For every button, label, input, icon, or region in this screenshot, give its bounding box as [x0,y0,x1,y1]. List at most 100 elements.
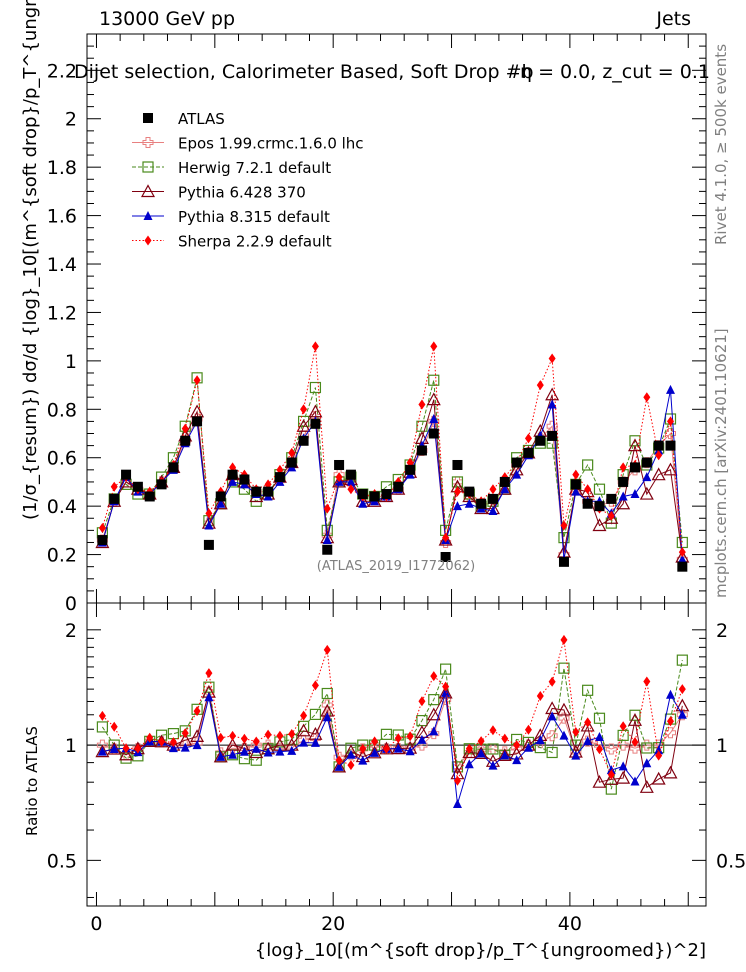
ratio-point-pythia-8315 [642,758,652,768]
ratio-point-pythia-8315 [417,734,427,744]
point-pythia-8315 [464,498,474,508]
point-atlas [239,474,250,485]
ratio-point-epos-199crmc160 [617,739,629,751]
ratio-point-pythia-8315 [571,750,581,760]
ratio-marks [95,634,690,808]
axis-ticks [87,34,706,906]
ratio-point-sherpa-229 [205,668,213,679]
y-tick-label: 0 [65,593,77,615]
legend-entry: Sherpa 2.2.9 default [178,233,332,251]
ratio-point-pythia-6428 [497,748,512,761]
ratio-point-pythia-8315 [346,749,356,759]
ratio-line-sherpa-229 [102,639,683,781]
point-pythia-6428 [639,486,654,500]
data-marks [95,341,690,572]
point-pythia-8315 [429,413,439,423]
legend: ATLAS Epos 1.99.crmc.1.6.0 lhc Herwig 7.2.… [132,110,364,251]
point-pythia-6428 [627,438,642,452]
x-tick-label: 20 [321,913,345,935]
ratio-point-pythia-6428 [391,741,406,755]
ratio-point-epos-199crmc160 [582,735,594,747]
ratio-point-pythia-6428 [651,771,666,785]
mcplots-label: mcplots.cern.ch [arXiv:2401.10621] [712,328,730,598]
point-atlas [499,476,510,487]
y-tick-label: 1 [65,351,77,373]
ratio-y-tick-label: 1 [716,735,728,757]
point-sherpa-229 [347,484,355,495]
point-atlas [428,428,439,439]
ratio-point-sherpa-229 [252,736,260,747]
point-sherpa-229 [288,447,296,458]
y-tick-label: 1.8 [47,157,77,179]
ratio-point-herwig-721 [440,663,452,675]
point-atlas [286,457,297,468]
ratio-line-pythia-6428 [102,691,683,789]
ratio-point-pythia-8315 [523,742,533,752]
ratio-point-sherpa-229 [335,755,343,766]
point-sherpa-229 [607,510,615,521]
point-pythia-6428 [663,462,678,476]
ratio-y-axis-label: Ratio to ATLAS [23,726,41,836]
legend-marker [142,161,154,173]
point-pythia-8315 [322,535,332,545]
ratio-point-pythia-8315 [476,748,486,758]
point-pythia-8315 [204,520,214,530]
point-atlas [263,486,274,497]
point-atlas [274,472,285,483]
ratio-point-sherpa-229 [406,731,414,742]
ratio-point-pythia-8315 [370,747,380,757]
point-atlas [369,491,380,502]
ratio-point-herwig-721 [558,662,570,674]
y-tick-label: 1.4 [47,254,77,276]
point-sherpa-229 [453,486,461,497]
ratio-point-sherpa-229 [666,716,674,727]
legend-entry: Pythia 8.315 default [178,208,330,226]
point-pythia-8315 [500,484,510,494]
ratio-point-pythia-8315 [287,745,297,755]
point-atlas [322,544,333,555]
ratio-point-sherpa-229 [643,676,651,687]
series-line-herwig-721 [101,377,683,543]
ratio-point-sherpa-229 [229,730,237,741]
ratio-point-pythia-6428 [462,745,477,759]
point-sherpa-229 [442,532,450,543]
ratio-point-sherpa-229 [359,743,367,754]
ratio-y-tick-label: 2 [716,620,728,642]
point-atlas [393,481,404,492]
point-pythia-8315 [642,472,652,482]
point-sherpa-229 [335,472,343,483]
series-line-pythia-8315 [101,389,683,560]
point-atlas [618,476,629,487]
y-tick-label: 1.6 [47,206,77,228]
ratio-point-sherpa-229 [371,736,379,747]
ratio-point-sherpa-229 [501,733,509,744]
point-pythia-8315 [228,476,238,486]
point-pythia-6428 [497,481,512,495]
ratio-point-sherpa-229 [169,737,177,748]
ratio-point-pythia-8315 [393,743,403,753]
legend-entry: Herwig 7.2.1 default [178,159,331,177]
ratio-point-sherpa-229 [110,721,118,732]
point-atlas [665,440,676,451]
ratio-y-tick-label: 0.5 [47,850,77,872]
point-pythia-8315 [618,491,628,501]
ratio-point-sherpa-229 [134,743,142,754]
ratio-point-pythia-8315 [405,746,415,756]
ratio-point-herwig-721 [380,728,393,740]
point-atlas [168,462,179,473]
ratio-point-pythia-8315 [334,761,344,771]
ratio-point-epos-199crmc160 [227,742,239,754]
ratio-point-pythia-8315 [168,743,178,753]
ratio-y-tick-label: 1 [65,735,77,757]
point-herwig-721 [593,483,606,495]
ratio-point-sherpa-229 [146,732,154,743]
point-atlas [180,435,191,446]
ratio-point-sherpa-229 [607,769,615,780]
legend-entry: ATLAS [178,110,225,128]
point-sherpa-229 [536,380,544,391]
ratio-point-sherpa-229 [300,710,308,721]
point-atlas [121,469,132,480]
ratio-point-herwig-721 [96,721,108,733]
ratio-point-pythia-6428 [556,702,571,716]
